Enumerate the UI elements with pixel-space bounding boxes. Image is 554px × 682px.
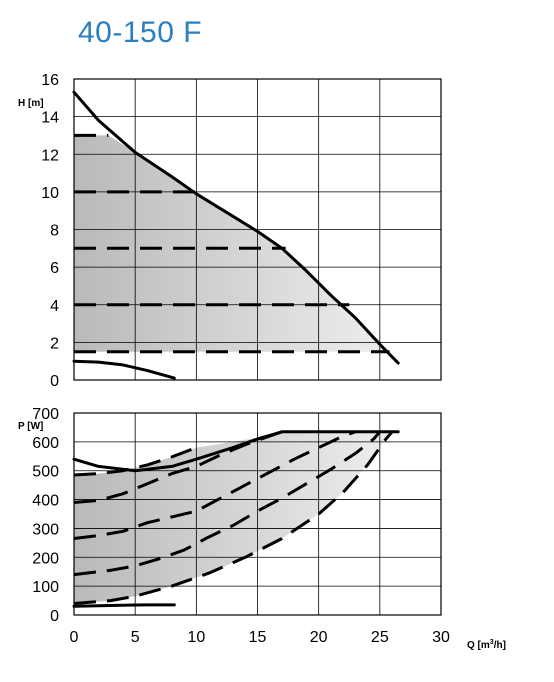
- x-tick-label: 15: [249, 629, 267, 646]
- power-y-tick-label: 0: [50, 608, 59, 625]
- head-y-tick-label: 10: [41, 185, 59, 202]
- power-plot-frame: [73, 412, 442, 616]
- head-y-tick-label: 12: [41, 147, 59, 164]
- x-tick-label: 25: [371, 629, 389, 646]
- power-y-tick-label: 200: [32, 550, 59, 567]
- power-series-setpoint-4: [73, 430, 381, 577]
- power-series-setpoint-1.5: [73, 430, 394, 605]
- head-y-tick-label: 2: [50, 335, 59, 352]
- power-y-tick-label: 500: [32, 464, 59, 481]
- power-y-tick-label: 700: [32, 406, 59, 423]
- head-y-tick-label: 8: [50, 223, 59, 240]
- head-y-tick-label: 14: [41, 110, 59, 127]
- x-tick-label: 20: [310, 629, 328, 646]
- head-y-tick-label: 0: [50, 373, 59, 390]
- power-y-tick-label: 600: [32, 435, 59, 452]
- power-y-axis-label: P [W]: [18, 421, 43, 432]
- head-y-tick-label: 6: [50, 260, 59, 277]
- power-y-tick-label: 400: [32, 493, 59, 510]
- head-y-tick-label: 16: [41, 72, 59, 89]
- chart-title: 40-150 F: [78, 16, 203, 49]
- x-tick-label: 5: [131, 629, 140, 646]
- power-operating-area: [74, 431, 393, 604]
- x-tick-label: 30: [432, 629, 450, 646]
- x-axis-label: Q [m3/h]: [467, 639, 506, 651]
- power-y-tick-label: 300: [32, 521, 59, 538]
- power-series-setpoint-13: [73, 446, 197, 477]
- head-series-min-curve: [72, 359, 176, 380]
- power-series-setpoint-10: [73, 430, 283, 504]
- power-series-setpoint-7: [73, 430, 356, 540]
- x-tick-label: 10: [187, 629, 205, 646]
- head-operating-area: [74, 135, 390, 352]
- power-y-tick-label: 100: [32, 579, 59, 596]
- x-tick-label: 0: [70, 629, 79, 646]
- head-y-tick-label: 4: [50, 298, 59, 315]
- power-series-min-curve: [72, 603, 176, 608]
- head-y-axis-label: H [m]: [18, 98, 44, 109]
- head-plot-frame: [73, 78, 442, 381]
- head-series-max-curve: [72, 90, 400, 365]
